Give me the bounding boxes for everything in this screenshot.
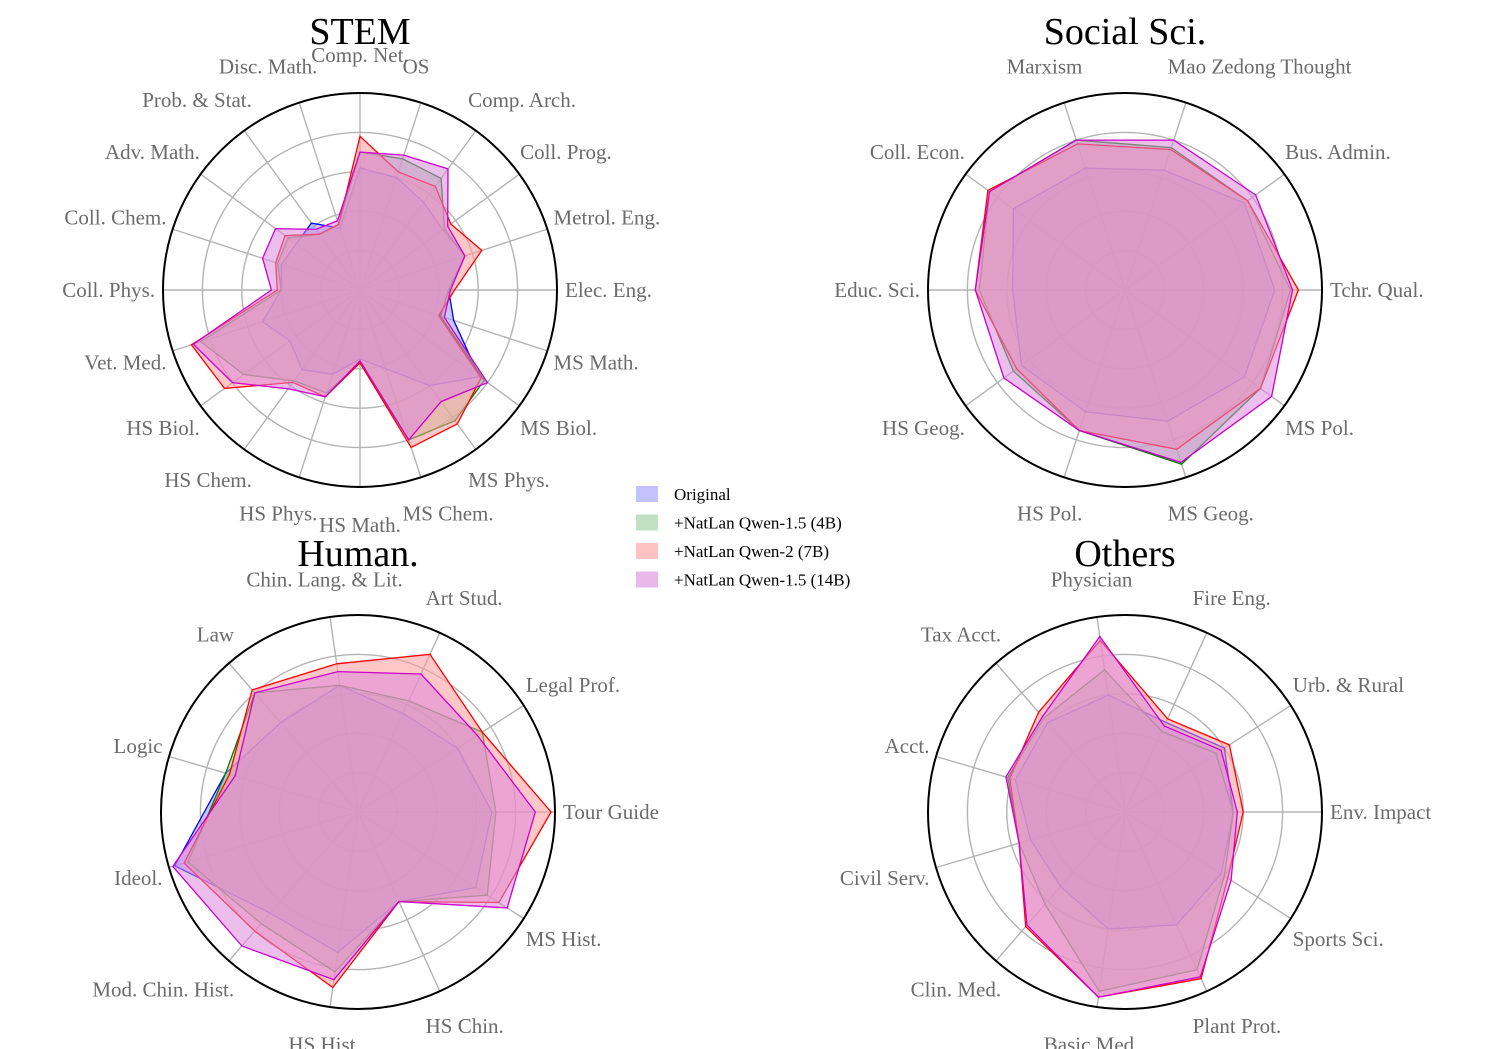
legend-swatch-natlan-qwen-1-5-4b [636, 514, 658, 531]
axis-label-coll-econ: Coll. Econ. [870, 140, 965, 164]
axis-label-acct: Acct. [885, 734, 930, 758]
series-natlan-qwen-1-5-14b-polygon [171, 670, 537, 981]
axis-label-marxism: Marxism [1007, 55, 1083, 79]
axis-label-legal-prof: Legal Prof. [526, 673, 620, 697]
series-natlan-qwen-1-5-14b-polygon [974, 139, 1294, 464]
axis-label-coll-prog: Coll. Prog. [520, 140, 612, 164]
axis-label-art-stud: Art Stud. [426, 586, 503, 610]
axis-label-tax-acct: Tax Acct. [921, 622, 1001, 646]
axis-label-law: Law [197, 622, 235, 646]
axis-label-comp-net: Comp. Net. [311, 43, 408, 67]
legend-swatch-natlan-qwen-2-7b [636, 543, 658, 559]
axis-label-disc-math: Disc. Math. [219, 55, 318, 79]
axis-label-comp-arch: Comp. Arch. [468, 88, 576, 112]
axis-label-hs-phys: HS Phys. [239, 502, 317, 526]
legend-label-natlan-qwen-1-5-4b: +NatLan Qwen-1.5 (4B) [674, 514, 842, 533]
radar-panel-social-sci: Tchr. Qual. Bus. Admin. Mao Zedong Thought… [834, 11, 1423, 526]
chart-title-social-sci: Social Sci. [1044, 11, 1207, 53]
axis-label-ms-hist: MS Hist. [526, 927, 602, 951]
axis-label-prob-stat: Prob. & Stat. [142, 88, 252, 112]
axis-label-educ-sci: Educ. Sci. [834, 278, 920, 302]
axis-label-tchr-qual: Tchr. Qual. [1330, 278, 1424, 302]
chart-title-stem: STEM [309, 11, 410, 53]
axis-label-hs-math: HS Math. [319, 513, 401, 537]
axis-label-urb-rural: Urb. & Rural [1293, 673, 1405, 697]
axis-label-logic: Logic [114, 734, 163, 758]
radar-panel-others: Env. Impact Urb. & Rural Fire Eng. Physicia… [840, 533, 1432, 1049]
axis-label-civil-serv: Civil Serv. [840, 866, 930, 890]
axis-label-env-impact: Env. Impact [1330, 800, 1431, 824]
axis-label-ms-biol: MS Biol. [520, 416, 597, 440]
axis-label-chin-lang-lit: Chin. Lang. & Lit. [246, 567, 402, 591]
axis-label-ms-pol: MS Pol. [1285, 416, 1354, 440]
legend-label-original: Original [674, 485, 731, 504]
axis-label-tour-guide: Tour Guide [563, 800, 659, 824]
outer-ring [162, 92, 558, 488]
legend-swatch-natlan-qwen-1-5-14b [636, 571, 658, 588]
axis-label-clin-med: Clin. Med. [911, 978, 1001, 1002]
axis-label-metrol-eng: Metrol. Eng. [554, 205, 661, 229]
axis-label-physician: Physician [1051, 567, 1133, 591]
axis-label-ms-phys: MS Phys. [468, 468, 550, 492]
axis-label-hs-biol: HS Biol. [126, 416, 200, 440]
axis-label-sports-sci: Sports Sci. [1293, 927, 1384, 951]
axis-label-adv-math: Adv. Math. [105, 140, 200, 164]
axis-label-coll-chem: Coll. Chem. [64, 205, 166, 229]
chart-title-human: Human. [297, 533, 418, 575]
axis-label-basic-med: Basic Med. [1044, 1033, 1140, 1049]
series-natlan-qwen-1-5-14b-polygon [1005, 635, 1238, 998]
axis-label-fire-eng: Fire Eng. [1193, 586, 1271, 610]
axis-label-hs-pol: HS Pol. [1017, 502, 1082, 526]
axis-label-mod-chin-hist: Mod. Chin. Hist. [92, 978, 234, 1002]
axis-label-hs-chem: HS Chem. [164, 468, 252, 492]
axis-label-hs-geog: HS Geog. [882, 416, 965, 440]
radar-panel-stem: Elec. Eng. Metrol. Eng. Coll. Prog. Comp. A… [62, 11, 660, 537]
chart-title-others: Others [1074, 533, 1175, 575]
axis-label-ideol: Ideol. [114, 866, 162, 890]
axis-label-ms-geog: MS Geog. [1168, 502, 1254, 526]
axis-label-mao-zedong-thought: Mao Zedong Thought [1168, 55, 1352, 79]
axis-label-hs-chin: HS Chin. [426, 1014, 504, 1038]
legend-label-natlan-qwen-1-5-14b: +NatLan Qwen-1.5 (14B) [674, 571, 850, 590]
series-natlan-qwen-1-5-14b-polygon [192, 151, 489, 442]
axis-label-coll-phys: Coll. Phys. [62, 278, 155, 302]
axis-label-bus-admin: Bus. Admin. [1285, 140, 1391, 164]
axis-label-plant-prot: Plant Prot. [1193, 1014, 1282, 1038]
axis-label-hs-hist: HS Hist. [288, 1033, 360, 1049]
radar-panel-human: Tour Guide Legal Prof. Art Stud. Chin. Lang… [92, 533, 659, 1049]
outer-ring [927, 614, 1323, 1010]
legend-swatch-original [636, 486, 658, 502]
legend-label-natlan-qwen-2-7b: +NatLan Qwen-2 (7B) [674, 542, 829, 561]
axis-label-ms-math: MS Math. [554, 351, 639, 375]
outer-ring [927, 92, 1323, 488]
axis-label-ms-chem: MS Chem. [403, 502, 494, 526]
axis-label-vet-med: Vet. Med. [84, 351, 166, 375]
axis-label-os: OS [403, 55, 430, 79]
legend: Original +NatLan Qwen-1.5 (4B) +NatLan Qwe… [636, 485, 850, 590]
outer-ring [160, 614, 556, 1010]
axis-label-elec-eng: Elec. Eng. [565, 278, 652, 302]
